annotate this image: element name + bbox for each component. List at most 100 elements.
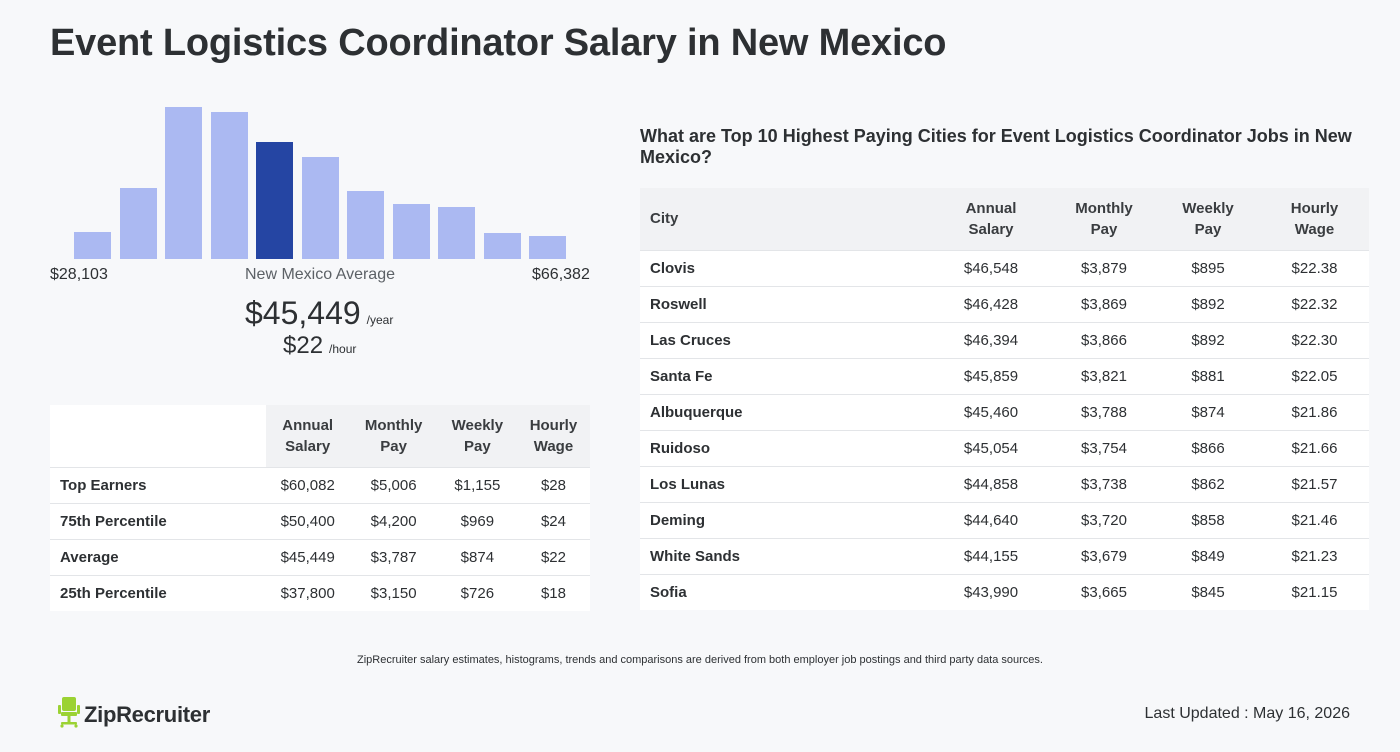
- logo-text: ZipRecruiter: [84, 701, 210, 727]
- ziprecruiter-logo[interactable]: ZipRecruiter: [58, 696, 210, 733]
- monthly-pay-cell: $3,787: [349, 538, 438, 575]
- monthly-pay-cell: $3,738: [1052, 465, 1156, 502]
- annual-salary-cell: $44,155: [930, 537, 1052, 574]
- salary-histogram: [74, 100, 574, 259]
- percentile-row: Top Earners $60,082 $5,006 $1,155 $28: [50, 466, 590, 503]
- city-name: Albuquerque: [640, 393, 930, 430]
- percentile-header-hourly: Hourly Wage: [516, 405, 590, 467]
- annual-salary-cell: $44,640: [930, 501, 1052, 538]
- histogram-bar: [438, 207, 475, 259]
- histogram-bar: [483, 233, 521, 259]
- percentile-label: 75th Percentile: [50, 502, 266, 539]
- hourly-wage-cell: $21.46: [1260, 501, 1369, 538]
- cities-table: City Annual Salary Monthly Pay Weekly Pay H…: [640, 188, 1369, 610]
- page-title: Event Logistics Coordinator Salary in Ne…: [50, 22, 947, 64]
- hourly-wage-cell: $22.05: [1260, 357, 1369, 394]
- percentile-label: Top Earners: [50, 466, 266, 503]
- city-row: Santa Fe $45,859 $3,821 $881 $22.05: [640, 357, 1369, 394]
- hourly-wage-cell: $21.57: [1260, 465, 1369, 502]
- annual-salary-cell: $60,082: [266, 466, 350, 503]
- city-name: Ruidoso: [640, 429, 930, 466]
- cities-header-city: City: [640, 188, 930, 250]
- average-yearly: $45,449/year: [245, 295, 393, 332]
- city-name: Deming: [640, 501, 930, 538]
- city-row: Sofia $43,990 $3,665 $845 $21.15: [640, 573, 1369, 610]
- hourly-wage-cell: $24: [516, 502, 590, 539]
- weekly-pay-cell: $866: [1156, 429, 1260, 466]
- city-name: Sofia: [640, 573, 930, 610]
- city-name: Las Cruces: [640, 321, 930, 358]
- annual-salary-cell: $43,990: [930, 573, 1052, 610]
- weekly-pay-cell: $892: [1156, 285, 1260, 322]
- weekly-pay-cell: $858: [1156, 501, 1260, 538]
- histogram-bar: [301, 157, 339, 259]
- percentile-row: 25th Percentile $37,800 $3,150 $726 $18: [50, 574, 590, 611]
- percentile-label: Average: [50, 538, 266, 575]
- hourly-wage-cell: $22.30: [1260, 321, 1369, 358]
- histogram-bar: [529, 236, 566, 259]
- hourly-wage-cell: $22.32: [1260, 285, 1369, 322]
- city-row: Roswell $46,428 $3,869 $892 $22.32: [640, 285, 1369, 322]
- average-yearly-value: $45,449: [245, 295, 361, 331]
- histogram-min-label: $28,103: [50, 266, 108, 283]
- last-updated: Last Updated : May 16, 2026: [1144, 705, 1350, 722]
- percentile-header-monthly: Monthly Pay: [349, 405, 438, 467]
- histogram-bar: [165, 107, 202, 259]
- percentile-header-weekly: Weekly Pay: [437, 405, 517, 467]
- chair-icon: [58, 696, 80, 733]
- monthly-pay-cell: $3,665: [1052, 573, 1156, 610]
- average-yearly-unit: /year: [366, 313, 394, 327]
- monthly-pay-cell: $3,788: [1052, 393, 1156, 430]
- weekly-pay-cell: $895: [1156, 249, 1260, 286]
- monthly-pay-cell: $3,720: [1052, 501, 1156, 538]
- city-name: White Sands: [640, 537, 930, 574]
- cities-header-hourly: Hourly Wage: [1260, 188, 1369, 250]
- percentile-row: Average $45,449 $3,787 $874 $22: [50, 538, 590, 575]
- weekly-pay-cell: $969: [437, 502, 517, 539]
- annual-salary-cell: $45,460: [930, 393, 1052, 430]
- percentile-header-blank: [50, 405, 266, 467]
- hourly-wage-cell: $21.23: [1260, 537, 1369, 574]
- city-row: Los Lunas $44,858 $3,738 $862 $21.57: [640, 465, 1369, 502]
- histogram-bar: [256, 142, 293, 259]
- hourly-wage-cell: $18: [516, 574, 590, 611]
- annual-salary-cell: $46,428: [930, 285, 1052, 322]
- city-name: Santa Fe: [640, 357, 930, 394]
- weekly-pay-cell: $874: [437, 538, 517, 575]
- monthly-pay-cell: $3,150: [349, 574, 438, 611]
- histogram-bar: [210, 112, 248, 259]
- cities-header-annual: Annual Salary: [930, 188, 1052, 250]
- percentile-header-annual: Annual Salary: [266, 405, 350, 467]
- city-row: White Sands $44,155 $3,679 $849 $21.23: [640, 537, 1369, 574]
- percentile-table: Annual Salary Monthly Pay Weekly Pay Hourly…: [50, 405, 590, 611]
- hourly-wage-cell: $22.38: [1260, 249, 1369, 286]
- city-name: Los Lunas: [640, 465, 930, 502]
- average-hourly-value: $22: [283, 332, 324, 359]
- hourly-wage-cell: $21.86: [1260, 393, 1369, 430]
- percentile-row: 75th Percentile $50,400 $4,200 $969 $24: [50, 502, 590, 539]
- weekly-pay-cell: $1,155: [437, 466, 517, 503]
- histogram-bar: [74, 232, 111, 259]
- monthly-pay-cell: $3,879: [1052, 249, 1156, 286]
- city-row: Clovis $46,548 $3,879 $895 $22.38: [640, 249, 1369, 286]
- monthly-pay-cell: $4,200: [349, 502, 438, 539]
- annual-salary-cell: $50,400: [266, 502, 350, 539]
- hourly-wage-cell: $22: [516, 538, 590, 575]
- weekly-pay-cell: $849: [1156, 537, 1260, 574]
- city-name: Roswell: [640, 285, 930, 322]
- histogram-bar: [347, 191, 384, 259]
- weekly-pay-cell: $726: [437, 574, 517, 611]
- annual-salary-cell: $46,548: [930, 249, 1052, 286]
- hourly-wage-cell: $21.66: [1260, 429, 1369, 466]
- annual-salary-cell: $46,394: [930, 321, 1052, 358]
- annual-salary-cell: $45,054: [930, 429, 1052, 466]
- city-row: Deming $44,640 $3,720 $858 $21.46: [640, 501, 1369, 538]
- annual-salary-cell: $45,859: [930, 357, 1052, 394]
- average-hourly-unit: /hour: [329, 342, 357, 356]
- histogram-bar: [392, 204, 430, 259]
- monthly-pay-cell: $5,006: [349, 466, 438, 503]
- data-source-note: ZipRecruiter salary estimates, histogram…: [357, 654, 1043, 666]
- hourly-wage-cell: $21.15: [1260, 573, 1369, 610]
- histogram-max-label: $66,382: [532, 266, 590, 283]
- weekly-pay-cell: $892: [1156, 321, 1260, 358]
